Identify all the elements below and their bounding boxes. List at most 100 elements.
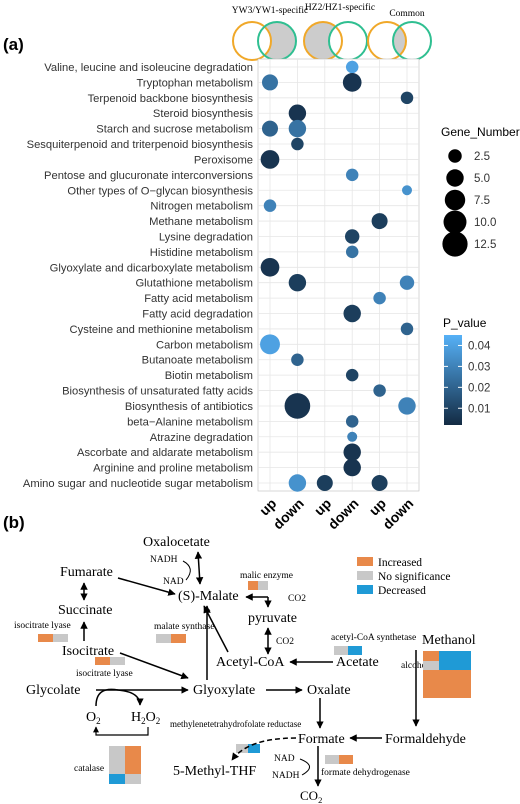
box-catalase xyxy=(109,746,141,784)
data-point xyxy=(288,104,307,122)
data-point xyxy=(343,304,361,323)
node-succinate: Succinate xyxy=(58,603,112,618)
box-malic xyxy=(248,581,268,590)
data-point xyxy=(345,245,359,259)
node-glycolate: Glycolate xyxy=(26,683,80,698)
enzymes: malic enzyme isocitrate lyase malate syn… xyxy=(14,571,471,784)
y-tick-label: Sesquiterpenoid and triterpenoid biosynt… xyxy=(27,139,254,151)
size-legend-label: 5.0 xyxy=(474,173,490,185)
y-tick-label: Pentose and glucuronate interconversions xyxy=(44,170,253,182)
y-tick-label: Valine, leucine and isoleucine degradati… xyxy=(44,62,253,74)
metabolite-nodes: Oxalocetate Fumarate (S)-Malate Succinat… xyxy=(26,535,476,804)
size-legend-title: Gene_Number xyxy=(441,125,520,139)
node-fumarate: Fumarate xyxy=(60,565,113,580)
box-acetyl-coa-synthetase xyxy=(334,646,362,655)
arrow-o2-h2o2 xyxy=(95,688,144,707)
pathway-arrows xyxy=(80,551,420,787)
data-point xyxy=(288,273,307,292)
color-legend: P_value 0.04 0.03 0.02 0.01 xyxy=(443,316,491,425)
y-tick-label: Biotin metabolism xyxy=(165,370,253,382)
venn-yw xyxy=(232,21,297,61)
data-point xyxy=(345,168,359,182)
enzyme-mthfr: methylenetetrahydrofolate reductase xyxy=(170,719,301,729)
size-legend-label: 7.5 xyxy=(474,195,490,207)
box-isocitrate-lyase-bottom xyxy=(95,657,125,665)
arrow-oxal-malate xyxy=(194,551,204,585)
node-oxalocetate: Oxalocetate xyxy=(143,535,210,550)
data-point xyxy=(343,443,361,461)
cofactor-nad-top: NAD xyxy=(163,577,184,587)
arrow-fumarate-malate xyxy=(117,577,176,596)
data-point xyxy=(345,60,359,74)
node-glyoxylate: Glyoxylate xyxy=(193,683,255,698)
y-tick-label: Tryptophan metabolism xyxy=(137,77,254,89)
data-point xyxy=(288,119,307,138)
y-tick-label: Biosynthesis of unsaturated fatty acids xyxy=(62,386,253,398)
node-formaldehyde: Formaldehyde xyxy=(385,732,466,747)
data-point xyxy=(371,213,388,230)
y-tick-label: Amino sugar and nucleotide sugar metabol… xyxy=(23,478,253,490)
data-point xyxy=(263,199,277,212)
legend-swatch-nosig xyxy=(357,571,373,580)
size-legend-label: 2.5 xyxy=(474,151,490,163)
box-isocitrate-lyase-top xyxy=(38,634,68,642)
color-tick-label: 0.01 xyxy=(468,403,490,415)
enzyme-isocitrate-lyase-bottom: isocitrate lyase xyxy=(76,669,133,679)
data-point xyxy=(345,415,359,428)
y-tick-label: Starch and sucrose metabolism xyxy=(96,124,253,136)
y-tick-label: Arginine and proline metabolism xyxy=(93,463,253,475)
cofactors: NADH NAD CO2 CO2 NAD NADH xyxy=(150,555,306,781)
panel-a-label: (a) xyxy=(3,35,24,54)
node-oxalate: Oxalate xyxy=(307,683,351,698)
enzyme-malic: malic enzyme xyxy=(240,571,293,581)
arrow-formate-methylthf xyxy=(231,737,297,761)
data-point xyxy=(373,291,386,305)
data-point xyxy=(260,257,280,277)
legend-swatch-increased xyxy=(357,557,373,566)
size-legend-dot xyxy=(442,231,468,257)
data-point xyxy=(342,73,362,92)
node-acetylcoa: Acetyl-CoA xyxy=(216,655,285,670)
node-o2: O2 xyxy=(86,710,101,726)
data-point xyxy=(260,150,280,169)
y-tick-label: beta−Alanine metabolism xyxy=(127,416,253,428)
y-tick-label: Biosynthesis of antibiotics xyxy=(125,401,254,413)
box-alcohol-oxidase xyxy=(423,651,471,698)
size-legend-dot xyxy=(444,189,466,211)
node-h2o2: H2O2 xyxy=(131,710,160,726)
arrow-isocitrate-glyoxylate xyxy=(119,652,189,680)
enzyme-formate-dehydrogenase: formate dehydrogenase xyxy=(321,767,410,778)
data-point xyxy=(343,458,361,477)
legend-swatch-decreased xyxy=(357,585,373,594)
node-pyruvate: pyruvate xyxy=(248,611,297,626)
data-point xyxy=(371,475,388,491)
node-malate: (S)-Malate xyxy=(178,589,239,604)
y-tick-label: Methane metabolism xyxy=(149,216,253,228)
data-point xyxy=(399,275,415,290)
node-methylthf: 5-Methyl-THF xyxy=(173,764,256,779)
y-tick-label: Histidine metabolism xyxy=(150,247,253,259)
plot-panel xyxy=(257,58,420,492)
cofactor-nad-bottom: NAD xyxy=(274,754,295,764)
data-point xyxy=(291,353,304,366)
venn-common xyxy=(367,21,432,61)
arrow-acetylcoa-malate xyxy=(203,605,229,653)
x-tick-label: down xyxy=(379,495,416,532)
box-formate-dehydrogenase xyxy=(325,755,353,764)
node-isocitrate: Isocitrate xyxy=(62,644,114,659)
venn-header: YW3/YW1-specific HZ2/HZ1-specific Common xyxy=(232,2,432,61)
y-tick-label: Terpenoid backbone biosynthesis xyxy=(88,93,254,105)
y-tick-label: Peroxisome xyxy=(194,154,253,166)
y-tick-label: Fatty acid metabolism xyxy=(144,293,253,305)
enzyme-isocitrate-lyase-top: isocitrate lyase xyxy=(14,621,71,631)
data-point xyxy=(262,74,278,91)
color-tick-label: 0.04 xyxy=(468,340,491,352)
cofactor-nadh-bottom: NADH xyxy=(272,771,300,781)
y-tick-label: Steroid biosynthesis xyxy=(153,108,254,120)
data-point xyxy=(402,185,412,196)
cofactor-nadh-top: NADH xyxy=(150,555,178,565)
size-legend-dot xyxy=(443,210,467,234)
data-point xyxy=(316,475,333,491)
arrow-h2o2-o2-loop xyxy=(93,726,149,736)
